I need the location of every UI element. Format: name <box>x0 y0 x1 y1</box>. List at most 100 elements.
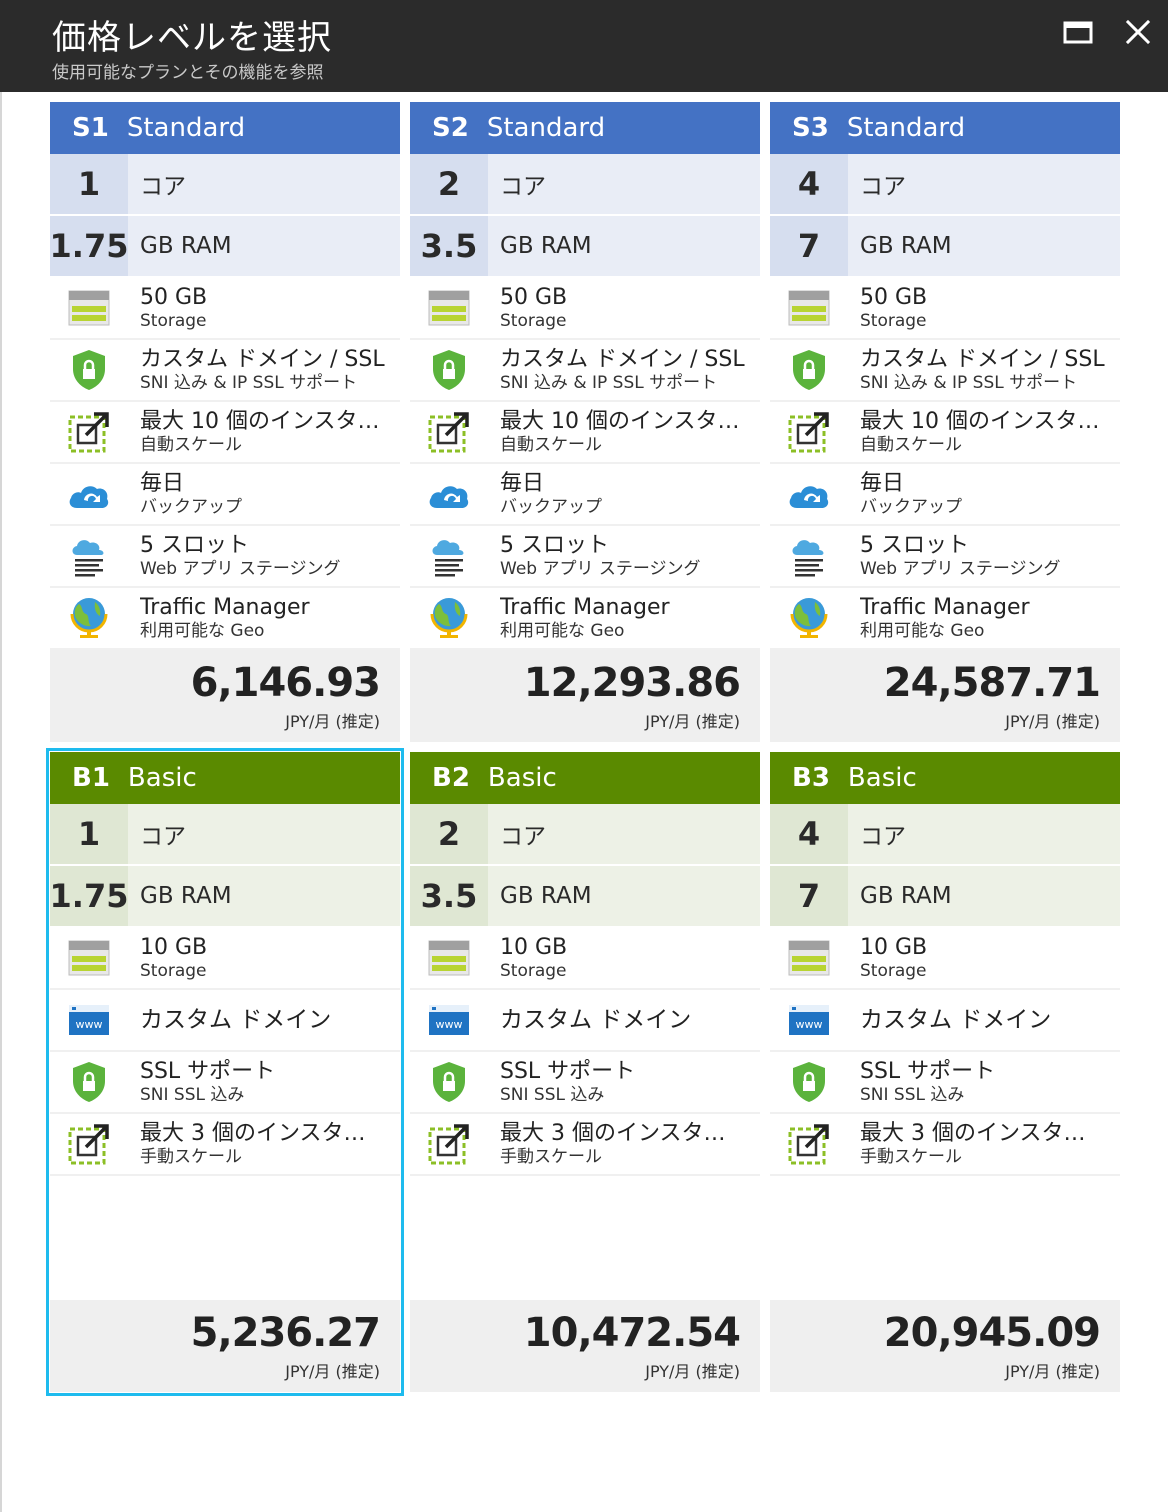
feature-row: Traffic Manager 利用可能な Geo <box>770 588 1120 650</box>
feature-row: www カスタム ドメイン <box>770 990 1120 1052</box>
feature-row: カスタム ドメイン / SSL SNI 込み & IP SSL サポート <box>410 340 760 402</box>
price-unit: JPY/月 (推定) <box>1005 712 1100 731</box>
blade-left-border <box>0 92 2 1512</box>
feature-subtitle: Web アプリ ステージング <box>860 559 1061 579</box>
www-domain-icon: www <box>410 990 488 1050</box>
ram-label: GB RAM <box>848 866 1120 926</box>
ram-row: 7 GB RAM <box>770 866 1120 928</box>
tier-code: S2 <box>432 113 469 143</box>
maximize-button[interactable] <box>1062 16 1094 48</box>
pricing-tier-card-s2[interactable]: S2 Standard 2 コア 3.5 GB RAM 50 GB Storage カスタム ド… <box>410 102 760 742</box>
feature-title: カスタム ドメイン / SSL <box>860 347 1105 372</box>
tier-code: S1 <box>72 113 109 143</box>
price-unit: JPY/月 (推定) <box>645 712 740 731</box>
cloud-backup-icon <box>770 464 848 524</box>
feature-subtitle: Storage <box>860 311 927 331</box>
price-unit: JPY/月 (推定) <box>285 1362 380 1381</box>
cores-row: 4 コア <box>770 804 1120 866</box>
price-value: 10,472.54 <box>523 1310 741 1356</box>
feature-row: 最大 3 個のインスタ… 手動スケール <box>410 1114 760 1176</box>
ram-value: 7 <box>770 216 848 276</box>
feature-row: 5 スロット Web アプリ ステージング <box>770 526 1120 588</box>
svg-text:www: www <box>796 1018 823 1031</box>
cloud-slots-icon <box>770 526 848 586</box>
feature-title: 10 GB <box>140 935 208 960</box>
scale-out-icon <box>410 402 488 462</box>
storage-icon <box>410 278 488 338</box>
feature-subtitle: 自動スケール <box>500 435 602 455</box>
tier-name: Standard <box>126 113 246 143</box>
cores-label: コア <box>128 804 400 864</box>
ram-row: 1.75 GB RAM <box>50 866 400 928</box>
cores-label: コア <box>488 804 760 864</box>
cores-value: 2 <box>410 804 488 864</box>
page-title: 価格レベルを選択 <box>52 18 332 58</box>
blade-header: 価格レベルを選択 使用可能なプランとその機能を参照 <box>0 0 1168 92</box>
price-box: 24,587.71 JPY/月 (推定) <box>770 650 1120 742</box>
feature-title: SSL サポート <box>500 1059 636 1084</box>
globe-icon <box>410 588 488 648</box>
cores-value: 4 <box>770 804 848 864</box>
cloud-backup-icon <box>50 464 128 524</box>
feature-row: Traffic Manager 利用可能な Geo <box>50 588 400 650</box>
feature-row: カスタム ドメイン / SSL SNI 込み & IP SSL サポート <box>770 340 1120 402</box>
feature-subtitle: 手動スケール <box>500 1147 602 1167</box>
www-domain-icon: www <box>50 990 128 1050</box>
tier-name: Basic <box>847 763 917 793</box>
ram-value: 3.5 <box>410 216 488 276</box>
feature-row: 毎日 バックアップ <box>50 464 400 526</box>
cores-value: 1 <box>50 804 128 864</box>
price-value: 6,146.93 <box>190 660 381 706</box>
feature-row: 最大 10 個のインスタ… 自動スケール <box>410 402 760 464</box>
shield-lock-icon <box>50 340 128 400</box>
cores-row: 2 コア <box>410 154 760 216</box>
pricing-tier-card-s1[interactable]: S1 Standard 1 コア 1.75 GB RAM 50 GB Storage カスタム … <box>50 102 400 742</box>
feature-title: 最大 10 個のインスタ… <box>500 409 740 434</box>
feature-row: SSL サポート SNI SSL 込み <box>770 1052 1120 1114</box>
ram-label: GB RAM <box>488 216 760 276</box>
tier-header: B2 Basic <box>410 752 760 804</box>
price-unit: JPY/月 (推定) <box>285 712 380 731</box>
feature-title: SSL サポート <box>140 1059 276 1084</box>
feature-row: カスタム ドメイン / SSL SNI 込み & IP SSL サポート <box>50 340 400 402</box>
feature-title: 5 スロット <box>500 533 609 558</box>
feature-subtitle: Storage <box>140 961 207 981</box>
tier-name: Standard <box>846 113 966 143</box>
tier-code: S3 <box>792 113 829 143</box>
pricing-tier-card-s3[interactable]: S3 Standard 4 コア 7 GB RAM 50 GB Storage カスタム ドメイ… <box>770 102 1120 742</box>
feature-subtitle: Storage <box>860 961 927 981</box>
feature-subtitle: Web アプリ ステージング <box>140 559 341 579</box>
feature-title: カスタム ドメイン / SSL <box>140 347 385 372</box>
shield-lock-icon <box>410 1052 488 1112</box>
price-box: 10,472.54 JPY/月 (推定) <box>410 1300 760 1392</box>
feature-subtitle: バックアップ <box>500 497 602 517</box>
feature-row: 5 スロット Web アプリ ステージング <box>50 526 400 588</box>
feature-row: 10 GB Storage <box>770 928 1120 990</box>
feature-title: 10 GB <box>500 935 568 960</box>
maximize-icon <box>1063 21 1093 44</box>
feature-row: 最大 10 個のインスタ… 自動スケール <box>770 402 1120 464</box>
scale-out-icon <box>410 1114 488 1174</box>
ram-value: 7 <box>770 866 848 926</box>
storage-icon <box>770 928 848 988</box>
price-unit: JPY/月 (推定) <box>645 1362 740 1381</box>
pricing-tier-card-b2[interactable]: B2 Basic 2 コア 3.5 GB RAM 10 GB Storage www カスタム ド… <box>410 752 760 1392</box>
close-button[interactable] <box>1122 16 1154 48</box>
globe-icon <box>50 588 128 648</box>
feature-subtitle: 利用可能な Geo <box>500 621 625 641</box>
feature-subtitle: Storage <box>140 311 207 331</box>
feature-title: 最大 3 個のインスタ… <box>860 1121 1086 1146</box>
storage-icon <box>50 278 128 338</box>
feature-row: 50 GB Storage <box>50 278 400 340</box>
feature-title: 最大 3 個のインスタ… <box>140 1121 366 1146</box>
pricing-tier-card-b3[interactable]: B3 Basic 4 コア 7 GB RAM 10 GB Storage www カスタム ドメイ… <box>770 752 1120 1392</box>
feature-title: カスタム ドメイン <box>140 1007 332 1033</box>
pricing-tier-card-b1[interactable]: B1 Basic 1 コア 1.75 GB RAM 10 GB Storage www カスタム … <box>46 748 404 1396</box>
feature-title: 最大 10 個のインスタ… <box>140 409 380 434</box>
feature-title: 毎日 <box>860 471 905 496</box>
ram-value: 3.5 <box>410 866 488 926</box>
feature-subtitle: SNI SSL 込み <box>860 1085 965 1105</box>
feature-title: 5 スロット <box>860 533 969 558</box>
cloud-slots-icon <box>50 526 128 586</box>
feature-subtitle: 自動スケール <box>140 435 242 455</box>
